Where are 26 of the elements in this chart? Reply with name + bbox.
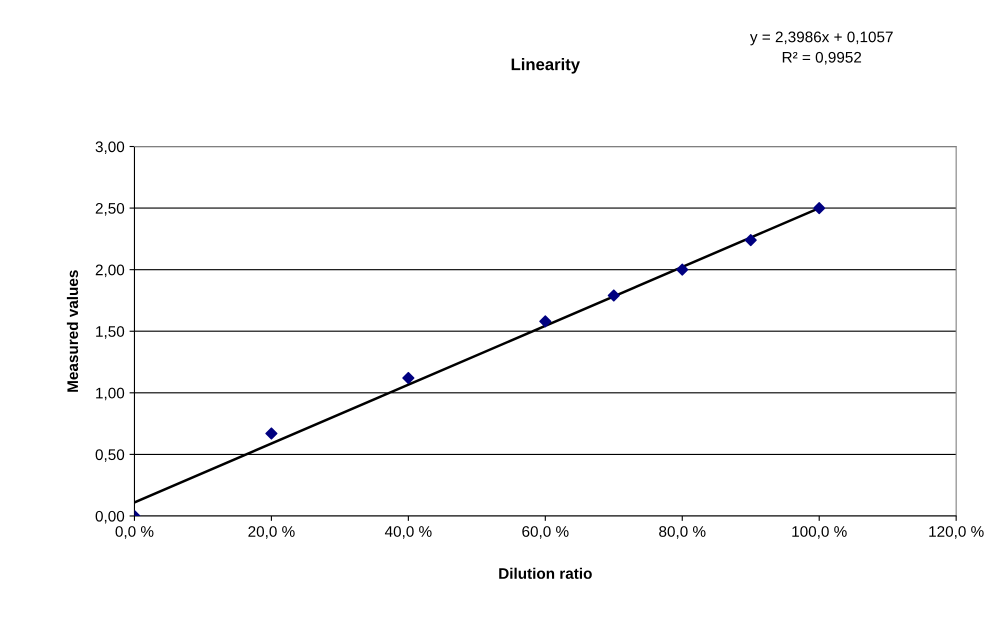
- y-tick-label: 0,50: [96, 449, 124, 462]
- point: [813, 202, 826, 214]
- point: [676, 264, 688, 276]
- point: [744, 234, 757, 246]
- x-tick-label: 100,0 %: [792, 526, 847, 539]
- chart-title: Linearity: [512, 58, 580, 74]
- x-tick-label: 120,0 %: [929, 526, 984, 539]
- y-tick-label: 2,00: [96, 264, 124, 278]
- y-axis-title: Measured values: [66, 270, 78, 392]
- point: [608, 289, 620, 302]
- y-tick-label: 1,50: [96, 326, 124, 339]
- x-tick-label: 80,0 %: [659, 526, 706, 539]
- point: [265, 427, 278, 440]
- x-tick-label: 60,0 %: [522, 526, 569, 539]
- x-tick-label: 0,0 %: [116, 526, 154, 539]
- x-tick-label: 20,0 %: [248, 526, 295, 539]
- point: [539, 315, 552, 328]
- y-tick-label: 1,00: [96, 388, 124, 400]
- x-tick-label: 40,0 %: [384, 526, 432, 539]
- y-tick-label: 2,50: [96, 202, 124, 216]
- y-tick-label: 0,00: [96, 510, 124, 524]
- x-axis-title: Dilution ratio: [499, 568, 592, 579]
- text: R² = 0,9952: [782, 52, 862, 65]
- text: y = 2,3986x + 0,1057: [750, 32, 893, 46]
- y-tick-label: 3,00: [96, 141, 124, 154]
- point: [402, 372, 414, 384]
